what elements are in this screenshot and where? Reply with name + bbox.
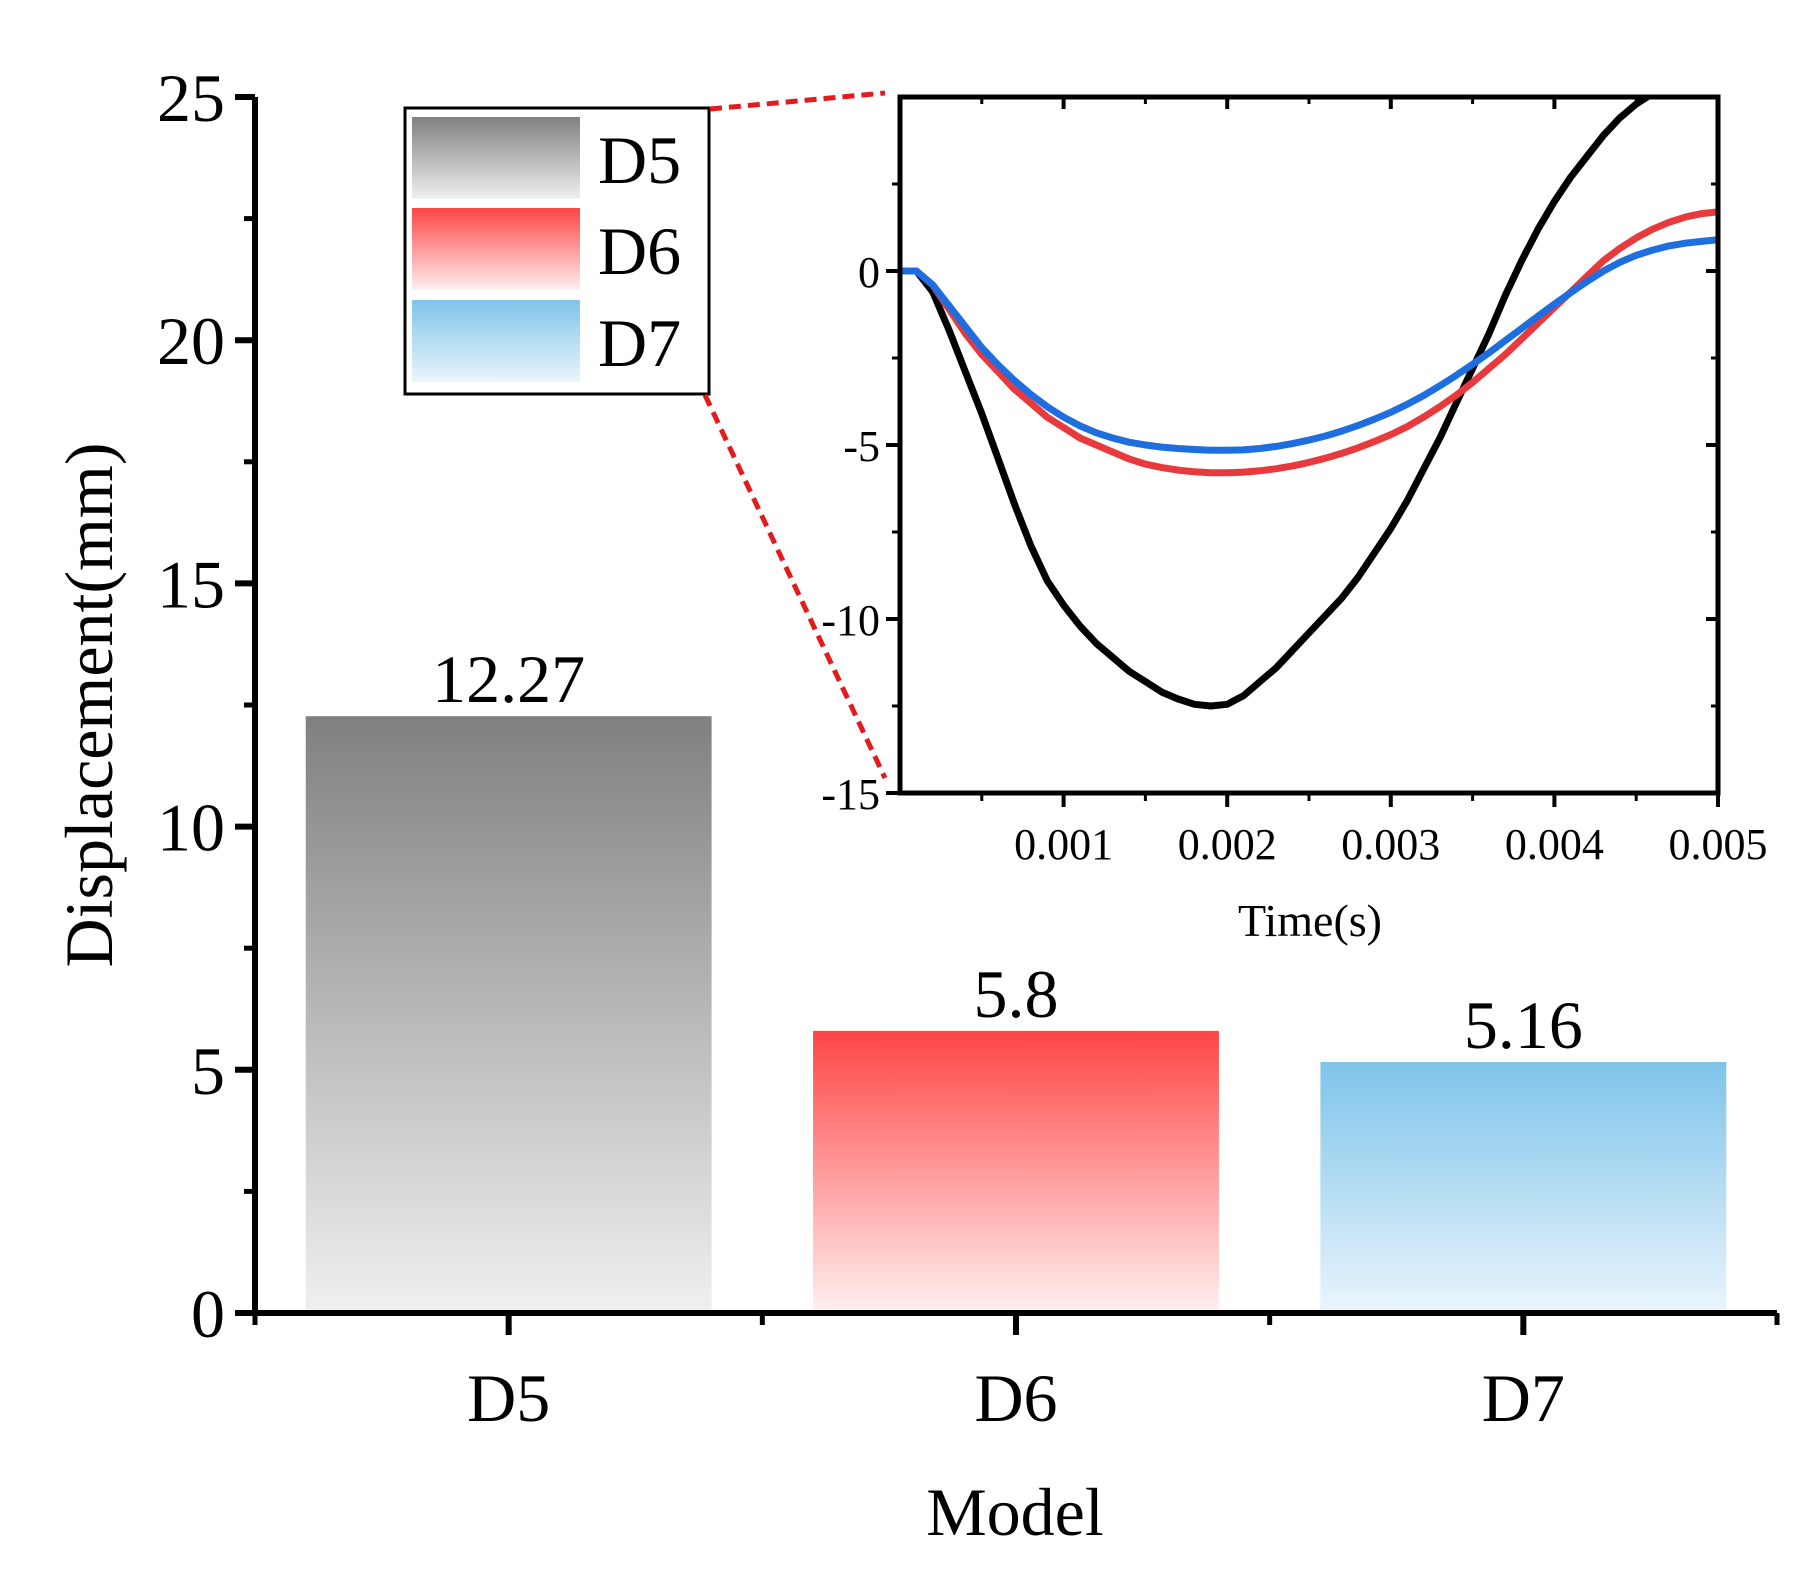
main-y-tick-label: 20 (157, 303, 225, 379)
inset-y-tick-label: 0 (858, 248, 880, 297)
bar-value-label-d5: 12.27 (432, 641, 585, 717)
main-x-tick-label: D5 (467, 1360, 550, 1436)
legend-label-d6: D6 (598, 213, 681, 289)
legend: D5 D6 D7 (403, 106, 711, 396)
bar-value-label-d7: 5.16 (1464, 987, 1583, 1063)
legend-swatch-d6 (412, 208, 580, 290)
inset-x-tick-label: 0.002 (1178, 820, 1277, 869)
bar-d7 (1320, 1062, 1727, 1313)
legend-swatch-d7 (412, 300, 580, 382)
inset-y-ticks: 0 -5 -10 -15 (821, 182, 1718, 819)
bar-d6 (813, 1030, 1219, 1313)
main-x-tick-label: D7 (1482, 1360, 1565, 1436)
inset-background (900, 97, 1718, 793)
main-y-ticks: 0 5 10 15 20 25 (157, 60, 255, 1352)
main-y-axis-title: Displacement(mm) (51, 443, 127, 968)
legend-swatch-d5 (412, 117, 580, 199)
inset-y-tick-label: -5 (843, 422, 880, 471)
main-y-tick-label: 10 (157, 790, 225, 866)
bar-layer (305, 716, 1727, 1313)
main-y-tick-label: 0 (191, 1276, 225, 1352)
bar-value-label-d6: 5.8 (974, 956, 1059, 1032)
main-x-tick-label: D6 (974, 1360, 1057, 1436)
zoom-connector-top (709, 90, 886, 112)
inset-line-layer (900, 97, 1718, 710)
inset-y-tick-label: -10 (821, 596, 880, 645)
main-y-tick-label: 5 (191, 1033, 225, 1109)
inset-y-tick-label: -15 (821, 770, 880, 819)
bar-value-labels: 12.27 5.8 5.16 (432, 641, 1583, 1063)
inset-x-tick-label: 0.001 (1014, 820, 1113, 869)
inset-series-d7 (900, 236, 1718, 454)
zoom-connector-bottom (702, 393, 888, 780)
main-y-tick-label: 15 (157, 546, 225, 622)
main-x-axis-title: Model (926, 1474, 1104, 1550)
main-x-ticks: D5 D6 D7 (252, 1313, 1780, 1436)
legend-label-d7: D7 (598, 305, 681, 381)
legend-label-d5: D5 (598, 122, 681, 198)
bar-d5 (305, 716, 712, 1313)
inset-series-d5 (900, 97, 1654, 710)
inset-x-ticks: 0.001 0.002 0.003 0.004 0.005 (980, 97, 1768, 869)
inset-x-tick-label: 0.003 (1341, 820, 1440, 869)
inset-x-tick-label: 0.005 (1669, 820, 1768, 869)
main-y-tick-label: 25 (157, 60, 225, 136)
inset-x-axis-title: Time(s) (1238, 895, 1382, 946)
inset-x-tick-label: 0.004 (1505, 820, 1604, 869)
